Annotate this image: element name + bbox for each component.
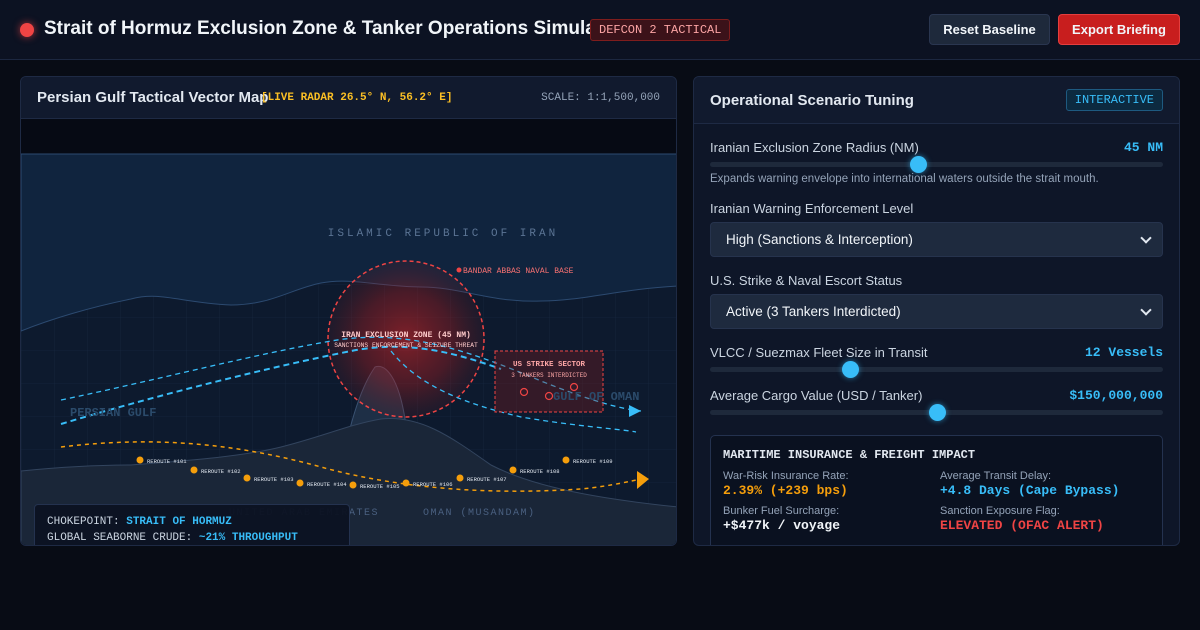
reroute-label: REROUTE #105 — [360, 483, 400, 490]
fuel-surcharge-value: +$477k / voyage — [723, 518, 841, 533]
strike-status-select[interactable]: Active (3 Tankers Interdicted) — [710, 294, 1163, 329]
defcon-badge: DEFCON 2 TACTICAL — [590, 19, 731, 41]
reroute-label: REROUTE #106 — [413, 481, 453, 488]
reroute-marker-icon[interactable] — [136, 456, 144, 464]
iran-label: ISLAMIC REPUBLIC OF IRAN — [328, 228, 558, 240]
naval-base-marker-icon[interactable] — [456, 267, 462, 273]
chevron-down-icon — [1140, 232, 1152, 244]
inbound-shipping-lane — [60, 336, 642, 412]
controls-panel-header: Operational Scenario Tuning INTERACTIVE — [694, 77, 1179, 124]
crude-value: ~21% THROUGHPUT — [198, 532, 298, 544]
crude-key: GLOBAL SEABORNE CRUDE: — [47, 532, 193, 544]
radius-value: 45 NM — [1123, 140, 1163, 155]
reroute-label: REROUTE #102 — [201, 468, 241, 475]
strike-sector-title: US STRIKE SECTOR — [513, 361, 586, 369]
fuel-surcharge-label: Bunker Fuel Surcharge: — [723, 505, 840, 517]
interactive-badge: INTERACTIVE — [1065, 89, 1163, 111]
chokepoint-row: CHOKEPOINT: STRAIT OF HORMUZ — [47, 514, 337, 530]
reroute-label: REROUTE #101 — [147, 458, 187, 465]
reroute-marker-icon[interactable] — [509, 466, 517, 474]
us-strike-sector[interactable] — [494, 350, 604, 413]
reroute-marker-icon[interactable] — [243, 474, 251, 482]
chokepoint-key: CHOKEPOINT: — [47, 516, 120, 528]
fleet-size-slider-thumb[interactable] — [842, 361, 860, 378]
insurance-impact-card: MARITIME INSURANCE & FREIGHT IMPACT War-… — [710, 435, 1163, 545]
reroute-label: REROUTE #103 — [254, 476, 294, 483]
lane-arrow-icon — [629, 405, 641, 417]
top-bar: Strait of Hormuz Exclusion Zone & Tanker… — [0, 0, 1200, 60]
reroute-marker-icon[interactable] — [456, 474, 464, 482]
alert-status-icon — [20, 23, 34, 37]
strike-status-value: Active (3 Tankers Interdicted) — [726, 304, 901, 319]
radius-slider[interactable] — [710, 156, 1163, 173]
app-title: Strait of Hormuz Exclusion Zone & Tanker… — [44, 18, 622, 39]
interdicted-tanker-marker[interactable] — [569, 382, 579, 392]
exclusion-zone-sublabel: SANCTIONS ENFORCEMENT & SEIZURE THREAT — [334, 342, 478, 349]
map-panel: Persian Gulf Tactical Vector Map [LIVE R… — [20, 76, 677, 546]
persian-gulf-label: PERSIAN GULF — [70, 406, 156, 420]
tactical-map[interactable]: US STRIKE SECTOR 3 TANKERS INTERDICTED I… — [21, 119, 677, 546]
radius-label: Iranian Exclusion Zone Radius (NM) — [710, 140, 919, 155]
map-title: Persian Gulf Tactical Vector Map — [37, 89, 269, 106]
reroute-marker-icon[interactable] — [402, 479, 410, 487]
gulf-of-oman-label: GULF OF OMAN — [553, 390, 639, 404]
cargo-value-slider-thumb[interactable] — [928, 404, 946, 421]
reroute-label: REROUTE #108 — [520, 468, 560, 475]
reroute-marker-icon[interactable] — [349, 481, 357, 489]
impact-title: MARITIME INSURANCE & FREIGHT IMPACT — [723, 448, 976, 462]
naval-base-label: BANDAR ABBAS NAVAL BASE — [463, 267, 574, 276]
chevron-down-icon — [1140, 304, 1152, 316]
fleet-size-label: VLCC / Suezmax Fleet Size in Transit — [710, 345, 928, 360]
interdicted-tanker-marker[interactable] — [544, 391, 554, 401]
map-scale: SCALE: 1:1,500,000 — [541, 92, 660, 104]
reroute-marker-icon[interactable] — [296, 479, 304, 487]
reroute-label: REROUTE #109 — [573, 458, 613, 465]
war-risk-value: 2.39% (+239 bps) — [723, 483, 848, 498]
controls-title: Operational Scenario Tuning — [710, 92, 914, 109]
export-briefing-button[interactable]: Export Briefing — [1058, 14, 1180, 45]
radius-hint: Expands warning envelope into internatio… — [710, 173, 1099, 185]
sanction-flag-label: Sanction Exposure Flag: — [940, 505, 1060, 517]
fleet-size-slider[interactable] — [710, 361, 1163, 378]
transit-delay-label: Average Transit Delay: — [940, 470, 1052, 482]
cargo-value-slider[interactable] — [710, 404, 1163, 421]
sanction-flag-value: ELEVATED (OFAC ALERT) — [940, 518, 1104, 533]
transit-delay-value: +4.8 Days (Cape Bypass) — [940, 483, 1120, 498]
strike-status-label: U.S. Strike & Naval Escort Status — [710, 273, 903, 288]
oman-label: OMAN (MUSANDAM) — [423, 507, 536, 519]
war-risk-label: War-Risk Insurance Rate: — [723, 470, 849, 482]
reroute-marker-icon[interactable] — [190, 466, 198, 474]
crude-row: GLOBAL SEABORNE CRUDE: ~21% THROUGHPUT — [47, 530, 337, 545]
strike-sector-subtitle: 3 TANKERS INTERDICTED — [511, 372, 587, 379]
exclusion-zone-label: IRAN EXCLUSION ZONE (45 NM) — [341, 331, 471, 340]
warning-level-label: Iranian Warning Enforcement Level — [710, 201, 914, 216]
reroute-arrow-icon — [637, 471, 649, 489]
warning-level-select[interactable]: High (Sanctions & Interception) — [710, 222, 1163, 257]
reset-baseline-button[interactable]: Reset Baseline — [929, 14, 1050, 45]
controls-panel: Operational Scenario Tuning INTERACTIVE … — [693, 76, 1180, 546]
cargo-value-label: Average Cargo Value (USD / Tanker) — [710, 388, 923, 403]
chokepoint-info-box: CHOKEPOINT: STRAIT OF HORMUZ GLOBAL SEAB… — [34, 504, 350, 545]
chokepoint-value: STRAIT OF HORMUZ — [126, 516, 232, 528]
cargo-value-value: $150,000,000 — [1069, 388, 1163, 403]
radius-slider-thumb[interactable] — [910, 156, 928, 173]
fleet-size-value: 12 Vessels — [1084, 345, 1163, 360]
map-panel-header: Persian Gulf Tactical Vector Map [LIVE R… — [21, 77, 676, 119]
outbound-shipping-lane — [60, 345, 502, 425]
reroute-path — [60, 441, 642, 492]
radar-coordinates: [LIVE RADAR 26.5° N, 56.2° E] — [261, 92, 453, 104]
interdicted-tanker-marker[interactable] — [519, 387, 529, 397]
reroute-markers: REROUTE #101 REROUTE #102 REROUTE #103 R… — [136, 456, 613, 490]
gulf-of-oman-lane — [390, 350, 637, 433]
iran-landmass — [21, 153, 676, 332]
reroute-label: REROUTE #104 — [307, 481, 347, 488]
reroute-marker-icon[interactable] — [562, 456, 570, 464]
reroute-label: REROUTE #107 — [467, 476, 507, 483]
warning-level-value: High (Sanctions & Interception) — [726, 232, 913, 247]
